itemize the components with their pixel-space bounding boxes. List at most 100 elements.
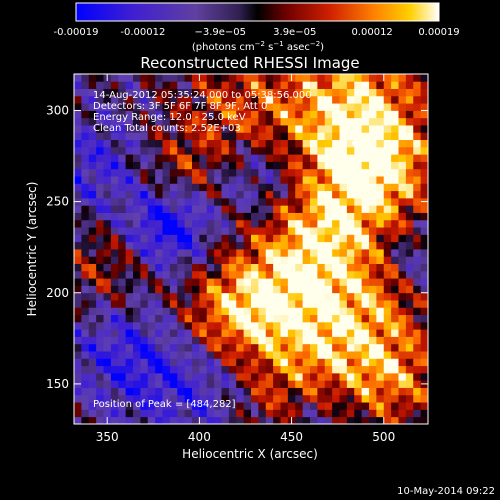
heatmap-cell bbox=[125, 270, 134, 279]
heatmap-cell bbox=[354, 146, 363, 155]
heatmap-cell bbox=[147, 307, 156, 316]
heatmap-cell bbox=[420, 139, 429, 148]
heatmap-cell bbox=[324, 81, 333, 89]
heatmap-cell bbox=[413, 249, 422, 257]
heatmap-cell bbox=[361, 125, 370, 133]
heatmap-cell bbox=[369, 372, 377, 381]
heatmap-cell bbox=[383, 256, 392, 264]
heatmap-cell bbox=[376, 321, 385, 330]
heatmap-cell bbox=[221, 409, 230, 418]
heatmap-cell bbox=[258, 256, 267, 264]
heatmap-cell bbox=[361, 329, 370, 337]
heatmap-cell bbox=[324, 241, 333, 250]
heatmap-cell bbox=[192, 132, 200, 141]
heatmap-cell bbox=[199, 139, 208, 148]
heatmap-cell bbox=[354, 161, 363, 170]
heatmap-cell bbox=[81, 249, 90, 257]
heatmap-cell bbox=[280, 176, 289, 184]
heatmap-cell bbox=[391, 139, 399, 148]
heatmap-cell bbox=[310, 270, 318, 279]
heatmap-cell bbox=[295, 387, 304, 396]
heatmap-cell bbox=[133, 139, 141, 148]
heatmap-cell bbox=[376, 103, 385, 111]
heatmap-cell bbox=[376, 132, 385, 141]
heatmap-cell bbox=[287, 402, 296, 410]
heatmap-cell bbox=[324, 176, 333, 184]
heatmap-cell bbox=[199, 81, 208, 89]
heatmap-cell bbox=[236, 358, 245, 367]
heatmap-cell bbox=[295, 365, 304, 374]
heatmap-cell bbox=[147, 343, 156, 352]
heatmap-cell bbox=[265, 168, 274, 177]
heatmap-cell bbox=[184, 256, 193, 264]
heatmap-cell bbox=[354, 190, 363, 199]
heatmap-cell bbox=[332, 88, 340, 97]
heatmap-cell bbox=[346, 234, 355, 243]
heatmap-cell bbox=[332, 336, 340, 345]
heatmap-cell bbox=[140, 81, 149, 89]
heatmap-cell bbox=[228, 74, 237, 82]
heatmap-cell bbox=[332, 74, 340, 82]
heatmap-cell bbox=[258, 409, 267, 418]
heatmap-cell bbox=[258, 292, 267, 301]
heatmap-cell bbox=[177, 117, 186, 126]
heatmap-cell bbox=[140, 161, 149, 170]
heatmap-cell bbox=[228, 168, 237, 177]
heatmap-cell bbox=[221, 351, 230, 359]
heatmap-cell bbox=[243, 387, 252, 396]
heatmap-cell bbox=[383, 358, 392, 367]
heatmap-cell bbox=[214, 278, 222, 286]
heatmap-cell bbox=[206, 146, 215, 155]
heatmap-cell bbox=[317, 394, 326, 403]
heatmap-cell bbox=[383, 234, 392, 243]
heatmap-cell bbox=[251, 343, 259, 352]
heatmap-cell bbox=[103, 402, 112, 410]
heatmap-cell bbox=[162, 402, 171, 410]
heatmap-cell bbox=[405, 278, 414, 286]
heatmap-cell bbox=[118, 168, 127, 177]
heatmap-cell bbox=[310, 365, 318, 374]
heatmap-cell bbox=[354, 416, 363, 425]
heatmap-cell bbox=[74, 278, 82, 286]
heatmap-cell bbox=[155, 95, 163, 104]
heatmap-cell bbox=[140, 307, 149, 316]
heatmap-cell bbox=[265, 81, 274, 89]
heatmap-cell bbox=[265, 88, 274, 97]
heatmap-cell bbox=[420, 241, 429, 250]
heatmap-cell bbox=[155, 125, 163, 133]
heatmap-cell bbox=[405, 88, 414, 97]
heatmap-cell bbox=[273, 321, 281, 330]
heatmap-cell bbox=[376, 168, 385, 177]
heatmap-cell bbox=[295, 372, 304, 381]
heatmap-cell bbox=[155, 81, 163, 89]
heatmap-cell bbox=[361, 409, 370, 418]
heatmap-cell bbox=[354, 321, 363, 330]
heatmap-cell bbox=[221, 168, 230, 177]
heatmap-cell bbox=[376, 343, 385, 352]
heatmap-cell bbox=[177, 402, 186, 410]
heatmap-cell bbox=[413, 212, 422, 221]
heatmap-cell bbox=[206, 117, 215, 126]
heatmap-cell bbox=[376, 380, 385, 388]
heatmap-cell bbox=[118, 241, 127, 250]
heatmap-cell bbox=[354, 336, 363, 345]
heatmap-cell bbox=[110, 249, 119, 257]
heatmap-cell bbox=[339, 380, 348, 388]
heatmap-cell bbox=[354, 365, 363, 374]
heatmap-cell bbox=[228, 95, 237, 104]
heatmap-cell bbox=[258, 336, 267, 345]
heatmap-cell bbox=[110, 343, 119, 352]
heatmap-cell bbox=[228, 409, 237, 418]
heatmap-cell bbox=[287, 161, 296, 170]
heatmap-cell bbox=[287, 365, 296, 374]
heatmap-cell bbox=[162, 387, 171, 396]
heatmap-cell bbox=[103, 292, 112, 301]
heatmap-cell bbox=[369, 365, 377, 374]
heatmap-cell bbox=[251, 154, 259, 162]
heatmap-cell bbox=[295, 285, 304, 294]
heatmap-cell bbox=[243, 256, 252, 264]
heatmap-cell bbox=[295, 256, 304, 264]
heatmap-cell bbox=[317, 409, 326, 418]
heatmap-cell bbox=[391, 270, 399, 279]
heatmap-cell bbox=[302, 117, 311, 126]
